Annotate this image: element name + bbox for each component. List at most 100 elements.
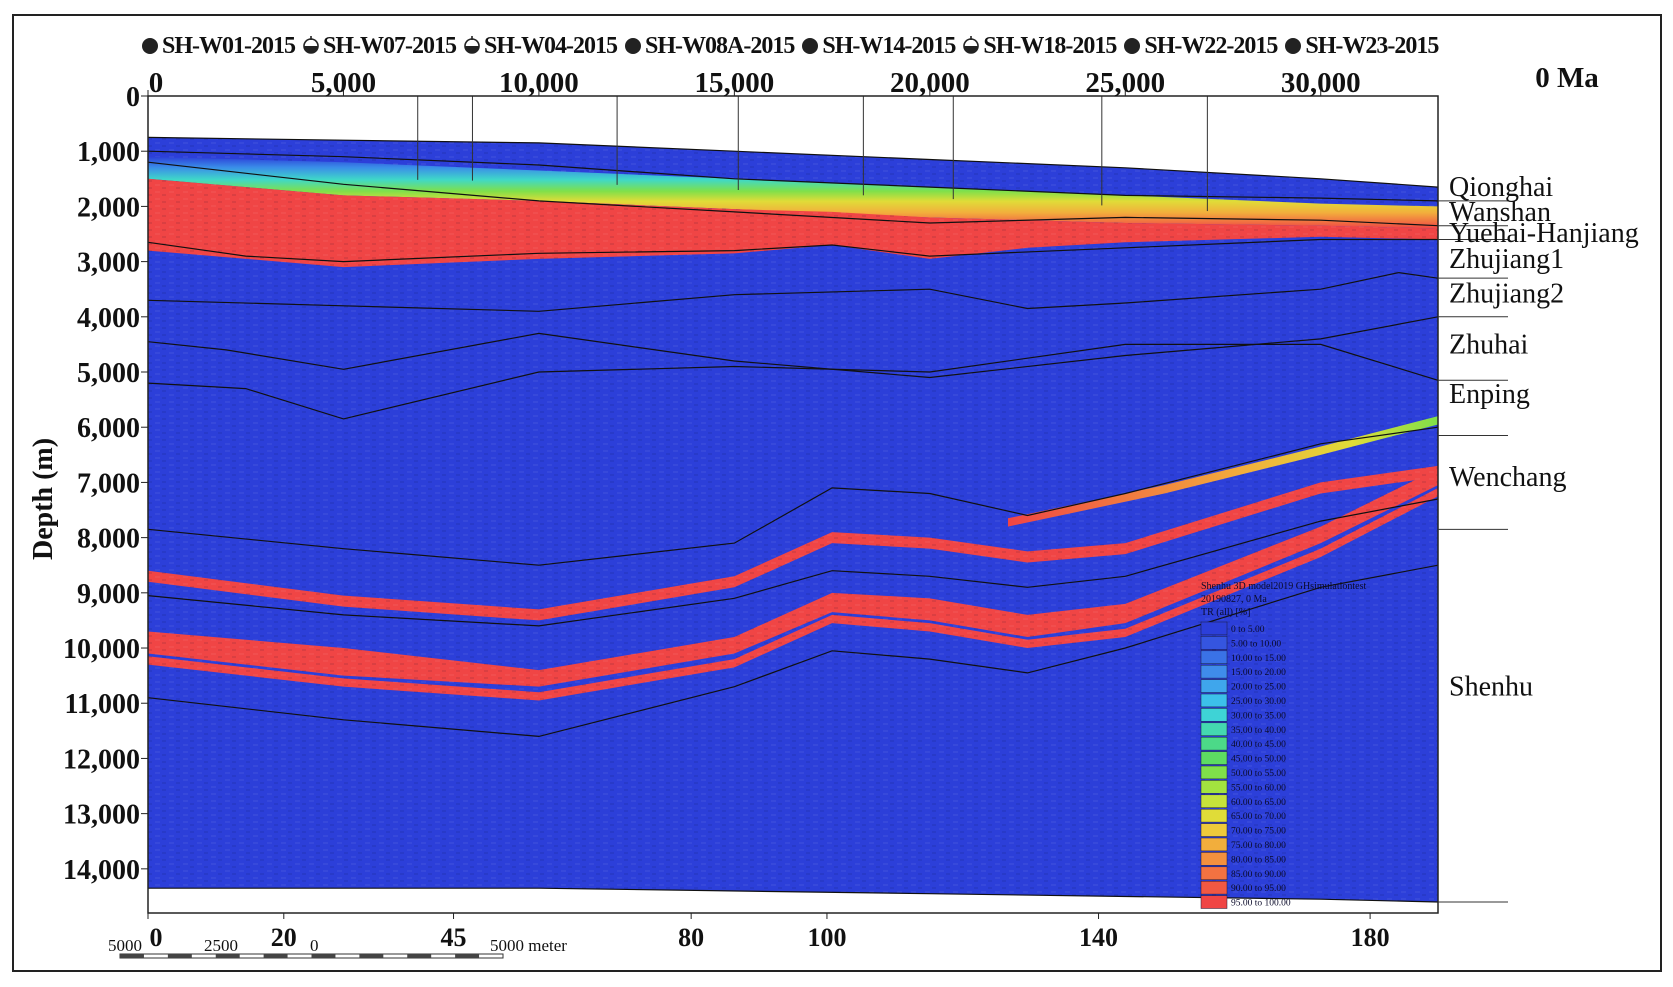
horizon-basement (148, 887, 1439, 903)
x-top-tick-label-6: 30,000 (1281, 67, 1361, 99)
gas-well-icon (303, 36, 319, 54)
y-tick-label-10: 10,000 (63, 634, 140, 665)
scale-bar-label-3: 5000 meter (490, 936, 567, 955)
x-top-tick-label-1: 5,000 (311, 67, 376, 99)
colorscale-swatch-15 (1200, 837, 1228, 852)
horizon-h9 (147, 564, 1439, 738)
colorscale-swatch-7 (1200, 722, 1228, 736)
x-bottom-tick-label-4: 100 (807, 923, 846, 952)
colorscale-title-1: 20190827, 0 Ma (1201, 594, 1267, 605)
y-tick-label-9: 9,000 (77, 579, 140, 610)
well-legend-item: SH-W08A-2015 (623, 32, 795, 60)
x-bottom-tick-label-0: 0 (150, 923, 163, 952)
well-legend-label: SH-W18-2015 (983, 32, 1117, 59)
formation-label-wanshan: Wanshan (1449, 197, 1551, 228)
colorscale-swatch-0 (1200, 621, 1228, 636)
gas-well-icon (963, 36, 980, 54)
horizon-h7 (147, 426, 1439, 566)
colorscale-label-1: 5.00 to 10.00 (1231, 639, 1281, 649)
well-legend-label: SH-W22-2015 (1144, 32, 1278, 59)
scale-bar-segment-2 (215, 954, 240, 958)
well-legend-label: SH-W01-2015 (162, 32, 296, 59)
formation-label-yuehai-hanjiang: Yuehai-Hanjiang (1449, 218, 1639, 249)
well-legend-item: SH-W14-2015 (800, 33, 956, 60)
section-texture (148, 137, 1438, 902)
horizon-h8 (147, 498, 1439, 627)
colorscale-label-4: 20.00 to 25.00 (1231, 683, 1286, 693)
colorscale-label-8: 40.00 to 45.00 (1231, 740, 1286, 750)
well-legend: SH-W01-2015 SH-W07-2015 SH-W04-2015 SH-W08A… (140, 30, 1444, 62)
scale-bar-segment-3 (263, 954, 288, 958)
horizon-h6 (147, 343, 1439, 420)
well-legend-item: SH-W23-2015 (1283, 33, 1439, 60)
colorscale-label-18: 90.00 to 95.00 (1231, 884, 1286, 894)
scale-bar-label-2: 0 (310, 936, 319, 955)
x-bottom-tick-label-3: 80 (678, 923, 704, 952)
colorscale-swatch-12 (1200, 794, 1228, 808)
plot-frame (147, 95, 1439, 914)
y-tick-label-1: 1,000 (77, 137, 140, 168)
colorscale-label-16: 80.00 to 85.00 (1231, 855, 1286, 865)
y-tick-label-5: 5,000 (77, 358, 140, 389)
hydrate-seam-zone (1008, 416, 1438, 527)
colorscale-swatch-3 (1200, 664, 1228, 679)
colorscale-swatch-6 (1200, 708, 1228, 722)
colorscale-swatch-13 (1200, 808, 1228, 823)
formation-label-zhuhai: Zhuhai (1449, 329, 1529, 360)
y-tick-label-12: 12,000 (63, 744, 140, 775)
colorscale-label-2: 10.00 to 15.00 (1231, 654, 1286, 664)
x-top-tick-label-3: 15,000 (694, 67, 774, 99)
colorscale-swatch-10 (1200, 765, 1228, 780)
formation-label-qionghai: Qionghai (1449, 172, 1553, 203)
formation-label-enping: Enping (1449, 379, 1530, 410)
scale-bar-segment-0 (120, 954, 144, 958)
hydrate-zone-texture-1 (148, 178, 1438, 268)
gas-well-icon (464, 36, 480, 54)
scale-bar-label-1: 2500 (204, 936, 238, 955)
figure-frame (12, 14, 1662, 972)
colorscale-swatch-8 (1200, 736, 1228, 751)
colorscale-label-9: 45.00 to 50.00 (1231, 755, 1286, 765)
colorscale-swatch-17 (1200, 866, 1228, 880)
colorscale-swatch-9 (1200, 751, 1228, 765)
horizon-h1 (147, 150, 1439, 202)
well-dot-icon (1124, 38, 1141, 54)
colorscale-swatch-18 (1200, 880, 1228, 895)
scale-bar-segment-6 (407, 954, 432, 958)
well-dot-icon (142, 38, 158, 54)
well-legend-item: SH-W04-2015 (462, 32, 618, 60)
y-tick-label-14: 14,000 (63, 855, 140, 886)
x-top-tick-label-2: 10,000 (499, 67, 579, 99)
colorscale-swatch-14 (1200, 823, 1228, 837)
well-legend-label: SH-W04-2015 (484, 32, 618, 59)
y-tick-label-6: 6,000 (77, 413, 140, 444)
scale-bar-segment-1 (167, 954, 192, 958)
well-legend-label: SH-W08A-2015 (645, 32, 795, 59)
well-legend-label: SH-W07-2015 (323, 32, 457, 59)
colorscale-label-19: 95.00 to 100.00 (1231, 899, 1291, 909)
well-legend-item: SH-W18-2015 (961, 32, 1117, 60)
y-tick-label-2: 2,000 (77, 192, 140, 223)
well-legend-item: SH-W22-2015 (1122, 32, 1278, 60)
well-dot-icon (1285, 38, 1302, 54)
transition-gradient-band (148, 156, 1438, 229)
horizon-h3 (147, 238, 1438, 263)
x-bottom-tick-label-5: 140 (1079, 923, 1118, 952)
colorscale-label-13: 65.00 to 70.00 (1231, 812, 1286, 822)
y-tick-label-13: 13,000 (63, 800, 140, 831)
x-top-tick-label-5: 25,000 (1085, 67, 1165, 99)
scale-bar-label-0: 5000 (108, 936, 142, 955)
y-axis-label: Depth (m) (28, 438, 59, 560)
y-tick-label-11: 11,000 (65, 689, 140, 720)
y-tick-label-3: 3,000 (77, 248, 140, 279)
x-top-tick-label-4: 20,000 (890, 67, 970, 99)
scale-bar-segment-5 (359, 954, 384, 958)
colorscale-label-7: 35.00 to 40.00 (1231, 726, 1286, 736)
formation-label-zhujiang1: Zhujiang1 (1449, 244, 1564, 275)
colorscale-label-12: 60.00 to 65.00 (1231, 798, 1286, 808)
x-bottom-tick-label-2: 45 (441, 923, 467, 952)
colorscale-swatch-2 (1200, 650, 1228, 664)
colorscale-label-15: 75.00 to 80.00 (1231, 841, 1286, 851)
colorscale-swatch-5 (1200, 693, 1228, 708)
